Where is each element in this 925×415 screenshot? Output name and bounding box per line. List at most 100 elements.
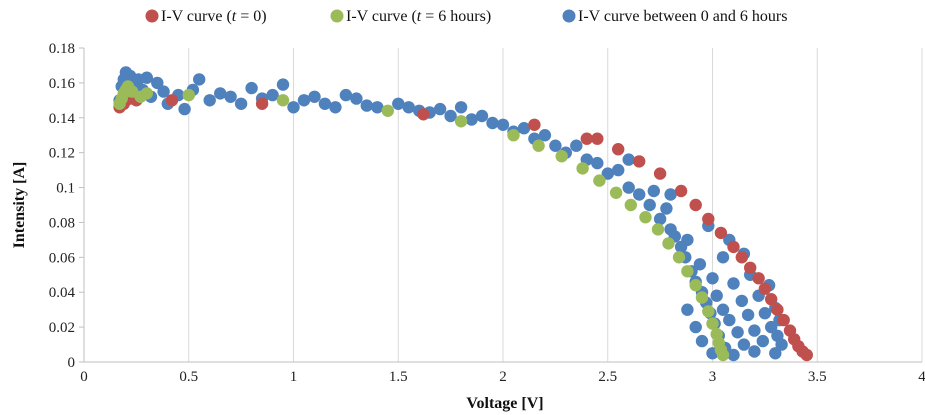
data-point — [555, 150, 568, 163]
axes — [83, 48, 922, 363]
data-point — [744, 261, 757, 274]
data-point — [714, 226, 728, 240]
data-point — [695, 334, 709, 348]
y-tick-label: 0.14 — [49, 111, 76, 127]
data-point — [318, 97, 332, 111]
data-point — [276, 94, 290, 107]
y-tick-label: 0.1 — [56, 181, 75, 197]
data-point — [769, 347, 782, 360]
data-point — [454, 101, 468, 114]
data-point — [735, 294, 748, 308]
data-point — [245, 81, 258, 95]
x-tick-label: 3.5 — [808, 369, 827, 385]
data-point — [624, 198, 637, 212]
x-axis-title: Voltage [V] — [466, 395, 543, 412]
data-point — [255, 97, 269, 111]
data-point — [308, 90, 321, 104]
data-point — [475, 109, 489, 123]
y-tick-label: 0.08 — [49, 215, 75, 231]
data-point — [681, 265, 694, 278]
data-point — [639, 211, 652, 224]
data-point — [758, 307, 772, 320]
x-tick-label: 3 — [709, 369, 717, 385]
data-point — [727, 240, 740, 254]
data-point — [664, 188, 677, 201]
data-point — [392, 97, 405, 111]
data-point — [681, 233, 694, 247]
data-point — [741, 308, 755, 322]
data-point — [193, 73, 206, 86]
data-point — [702, 212, 715, 226]
data-point — [538, 129, 552, 142]
y-tick-label: 0.06 — [49, 250, 76, 266]
data-point — [775, 338, 788, 351]
data-point — [710, 289, 723, 302]
data-point — [339, 88, 353, 102]
y-tick-label: 0.16 — [49, 76, 76, 92]
data-point — [643, 198, 656, 212]
x-tick-label: 2 — [499, 369, 507, 385]
data-point — [165, 94, 179, 107]
data-point — [151, 76, 164, 90]
data-point — [433, 102, 447, 116]
data-point — [716, 251, 730, 264]
data-point — [182, 88, 195, 102]
data-point — [593, 174, 606, 187]
data-point — [465, 113, 478, 126]
data-point — [651, 223, 665, 236]
data-point — [752, 272, 765, 285]
y-tick-label: 0.12 — [49, 146, 75, 162]
data-point — [674, 184, 688, 198]
x-tick-label: 1 — [290, 369, 298, 385]
data-point — [224, 90, 237, 104]
x-tick-label: 0 — [80, 369, 88, 385]
data-point — [371, 101, 384, 114]
y-tick-label: 0.18 — [49, 41, 75, 57]
data-point — [580, 132, 593, 145]
legend: I-V curve (t = 0) I-V curve (t = 6 hours)… — [145, 8, 787, 25]
x-tick-label: 4 — [918, 369, 925, 385]
gridlines — [79, 47, 923, 363]
data-point — [276, 78, 290, 91]
legend-entry: I-V curve (t = 6 hours) — [346, 8, 491, 25]
data-point — [486, 116, 499, 130]
data-point — [381, 104, 394, 118]
data-point — [633, 188, 646, 201]
data-point — [528, 118, 541, 131]
data-point — [417, 108, 430, 121]
data-point — [702, 305, 715, 318]
data-point — [727, 277, 740, 290]
y-tick-label: 0 — [68, 355, 76, 371]
data-point — [576, 162, 589, 175]
data-point — [695, 291, 709, 304]
data-point — [601, 167, 614, 180]
data-point — [723, 313, 736, 327]
legend-entry: I-V curve (t = 0) — [161, 8, 267, 25]
data-point — [612, 143, 625, 156]
data-point — [765, 320, 778, 334]
data-point — [653, 212, 667, 226]
data-point — [647, 184, 660, 198]
data-point — [591, 156, 604, 170]
legend-marker — [562, 9, 576, 23]
data-point — [622, 181, 635, 194]
legend-marker — [145, 9, 159, 23]
x-tick-label: 2.5 — [598, 369, 617, 385]
data-point — [454, 115, 468, 128]
data-point — [444, 109, 457, 123]
data-point — [203, 94, 216, 107]
data-point — [591, 132, 604, 145]
data-point — [672, 251, 686, 264]
x-tick-labels: 0 0.5 1 1.5 2 2.5 3 3.5 4 — [80, 369, 925, 385]
x-tick-label: 0.5 — [179, 369, 198, 385]
data-point — [287, 101, 300, 114]
y-axis-title: Intensity [A] — [11, 162, 28, 249]
x-tick-label: 1.5 — [389, 369, 408, 385]
data-point — [706, 317, 719, 330]
data-point — [737, 338, 751, 351]
data-point — [662, 237, 675, 250]
data-point — [140, 71, 153, 84]
data-point — [660, 202, 673, 215]
data-point — [612, 163, 625, 177]
